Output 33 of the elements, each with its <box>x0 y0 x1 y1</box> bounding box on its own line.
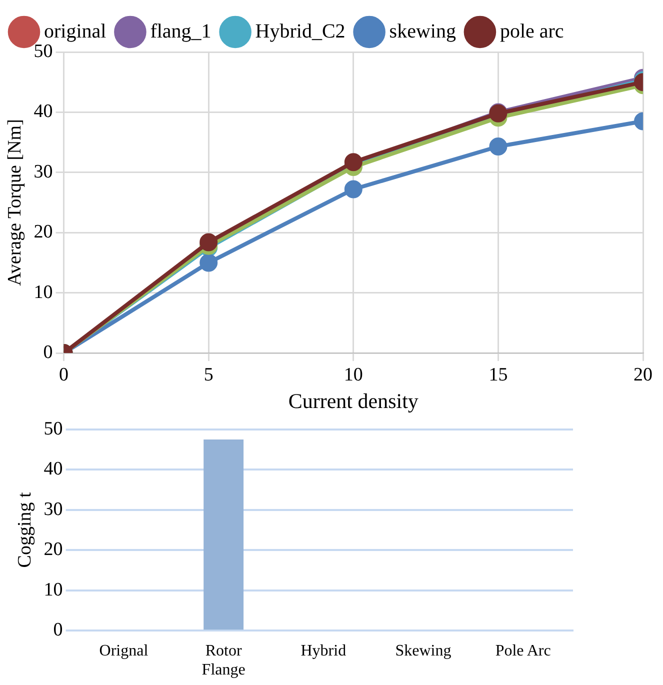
y-tick-label: 50 <box>34 40 53 62</box>
x-tick-label: Skewing <box>395 642 452 660</box>
legend-label: Hybrid_C2 <box>255 20 346 42</box>
legend-label: flang_1 <box>150 20 212 42</box>
x-tick-label: 10 <box>344 364 363 386</box>
y-tick-label: 40 <box>34 101 53 122</box>
x-tick-label: Pole Arc <box>495 642 551 660</box>
legend-label: original <box>44 20 107 42</box>
x-tick-label: Orignal <box>99 642 149 660</box>
point <box>489 138 508 156</box>
point <box>344 153 362 172</box>
y-axis-title: Cogging t <box>14 492 36 568</box>
x-tick-label: 20 <box>634 364 652 386</box>
y-tick-label: 0 <box>53 620 63 641</box>
y-tick-label: 40 <box>44 458 63 480</box>
y-tick-label: 30 <box>44 498 63 520</box>
y-tick-label: 20 <box>34 222 53 243</box>
y-tick-label: 30 <box>34 161 53 182</box>
y-tick-label: 50 <box>44 418 63 440</box>
point <box>200 254 218 272</box>
x-tick-label: Hybrid <box>300 642 346 660</box>
legend-label: pole arc <box>500 20 564 42</box>
y-axis-title: Average Torque [Nm] <box>4 119 26 286</box>
y-tick-label: 10 <box>34 282 53 303</box>
x-tick-label: 15 <box>488 364 508 386</box>
legend-label: skewing <box>389 20 456 42</box>
y-tick-label: 10 <box>44 579 63 600</box>
point <box>344 180 362 198</box>
x-tick-label: 5 <box>204 364 214 386</box>
x-tick-label: Rotor Flange <box>202 642 246 679</box>
x-axis-title: Current density <box>288 388 419 413</box>
y-tick-label: 20 <box>44 539 63 560</box>
y-tick-label: 0 <box>43 342 53 363</box>
